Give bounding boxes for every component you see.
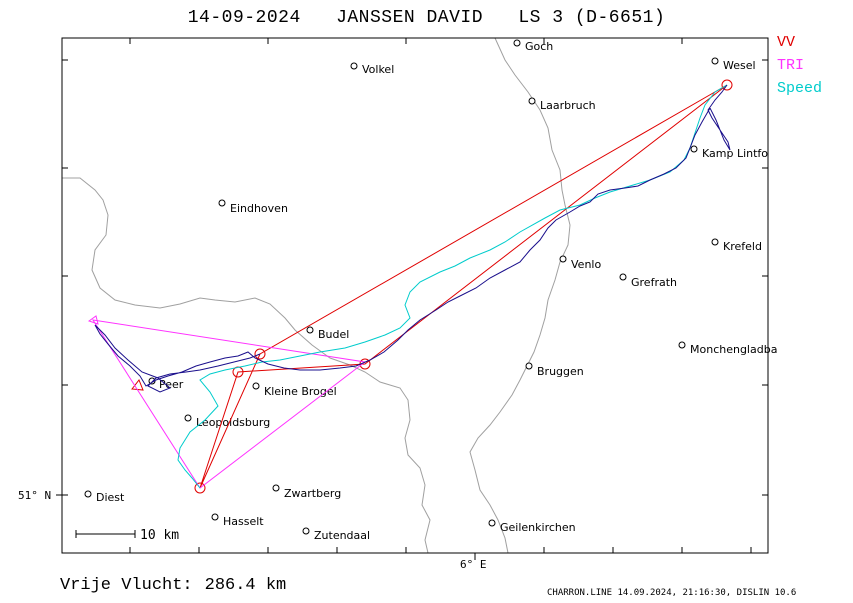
place-eindhoven: Eindhoven: [218, 199, 288, 215]
place-laarbruch: Laarbruch: [528, 97, 596, 112]
svg-text:Zwartberg: Zwartberg: [284, 487, 341, 500]
vv-turnpoint: [194, 482, 206, 494]
place-zutendaal: Zutendaal: [302, 527, 370, 542]
place-zwartberg: Zwartberg: [272, 484, 341, 500]
border-nl-de: [469, 37, 571, 554]
vv-turnpoint: [254, 348, 266, 360]
vv-turnpoint: [721, 79, 733, 91]
legend-speed: Speed: [777, 80, 823, 97]
map-frame: [61, 37, 769, 554]
place-hasselt: Hasselt: [211, 513, 264, 528]
place-geilenkirchen: Geilenkirchen: [488, 519, 576, 534]
vv-route-line: [199, 84, 728, 489]
places: Goch Wesel Volkel Laarbruch Kamp Lintfo …: [84, 39, 777, 542]
svg-text:Monchengladba: Monchengladba: [690, 343, 777, 356]
svg-text:Eindhoven: Eindhoven: [230, 202, 288, 215]
tri-task: [87, 315, 367, 489]
flight-track: [94, 84, 731, 393]
place-volkel: Volkel: [350, 62, 394, 76]
svg-text:Kamp Lintfo: Kamp Lintfo: [702, 147, 768, 160]
latitude-label: 51° N: [18, 489, 52, 502]
country-borders: [62, 37, 571, 554]
flight-date: 14-09-2024: [187, 8, 301, 28]
place-leopoldsburg: Leopoldsburg: [184, 414, 270, 429]
pilot-name: JANSSEN DAVID: [336, 8, 484, 28]
scale-bar: 10 km: [75, 528, 179, 543]
svg-text:Wesel: Wesel: [723, 59, 756, 72]
place-kamp-lintfort: Kamp Lintfo: [690, 145, 768, 160]
vv-start-marker: [131, 379, 144, 391]
place-grefrath: Grefrath: [619, 273, 677, 289]
distance-value: 286.4 km: [204, 576, 287, 595]
glider-type: LS 3 (D-6651): [518, 8, 666, 28]
svg-text:Krefeld: Krefeld: [723, 240, 762, 253]
border-nl-be-north: [62, 177, 431, 554]
svg-text:Bruggen: Bruggen: [537, 365, 584, 378]
credit-line: CHARRON.LINE 14.09.2024, 21:16:30, DISLI…: [547, 588, 797, 598]
svg-text:Goch: Goch: [525, 40, 553, 53]
svg-text:Volkel: Volkel: [362, 63, 394, 76]
legend-vv: VV: [777, 34, 796, 51]
map-title: 14-09-2024 JANSSEN DAVID LS 3 (D-6651): [0, 8, 853, 28]
place-venlo: Venlo: [559, 255, 601, 271]
place-krefeld: Krefeld: [711, 238, 762, 253]
svg-text:Venlo: Venlo: [571, 258, 601, 271]
tri-triangle: [91, 319, 367, 489]
place-monchengladbach: Monchengladba: [678, 341, 777, 356]
svg-text:Hasselt: Hasselt: [223, 515, 264, 528]
distance-summary: Vrije Vlucht: 286.4 km: [60, 576, 286, 595]
svg-text:Zutendaal: Zutendaal: [314, 529, 370, 542]
svg-text:Grefrath: Grefrath: [631, 276, 677, 289]
svg-text:Peer: Peer: [159, 378, 184, 391]
place-diest: Diest: [84, 490, 125, 504]
place-bruggen: Bruggen: [525, 362, 584, 378]
scale-label: 10 km: [140, 528, 179, 543]
legend-tri: TRI: [777, 57, 805, 74]
svg-text:Budel: Budel: [318, 328, 349, 341]
svg-text:Geilenkirchen: Geilenkirchen: [500, 521, 576, 534]
svg-text:Kleine Brogel: Kleine Brogel: [264, 385, 337, 398]
svg-text:Diest: Diest: [96, 491, 125, 504]
place-wesel: Wesel: [711, 57, 756, 72]
axis-ticks: [56, 38, 768, 560]
svg-text:Laarbruch: Laarbruch: [540, 99, 596, 112]
place-kleine-brogel: Kleine Brogel: [252, 382, 337, 398]
svg-text:Leopoldsburg: Leopoldsburg: [196, 416, 270, 429]
place-goch: Goch: [513, 39, 553, 53]
distance-label: Vrije Vlucht:: [60, 576, 193, 595]
tri-vertex-marker: [87, 315, 99, 325]
longitude-label: 6° E: [460, 558, 487, 571]
place-budel: Budel: [306, 326, 349, 341]
